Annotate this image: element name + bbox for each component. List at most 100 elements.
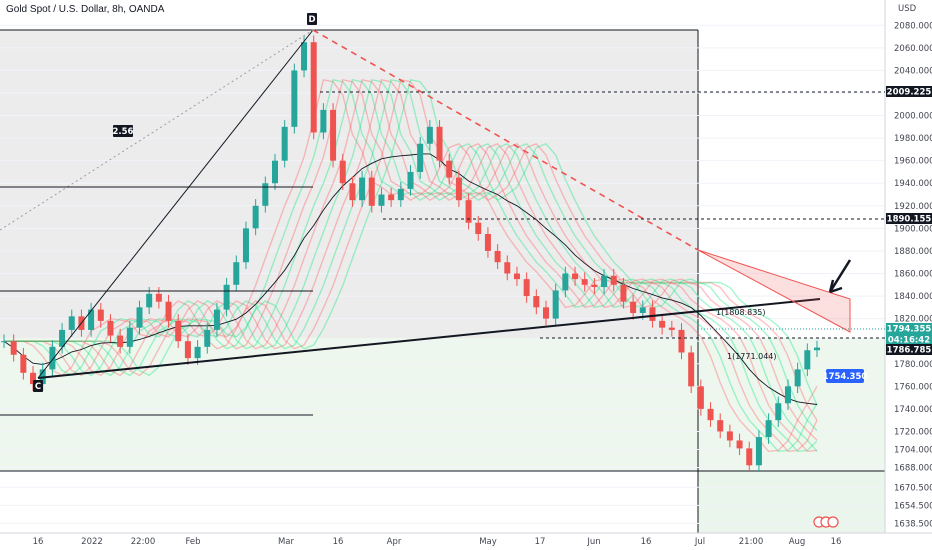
candle-body [755,437,762,466]
candle-body [630,301,637,313]
pivot-d [307,13,317,25]
x-tick-label: 16 [33,537,44,547]
candle-body [814,347,820,351]
y-tick-label: 1940.000 [894,179,932,189]
candle-body [678,329,685,353]
candle-body [475,222,482,235]
candle-body [804,350,811,370]
y-tick-label: 1920.000 [894,202,932,212]
price-tag [886,213,932,224]
candle-body [484,234,491,251]
resistance-dashed-line [312,29,699,251]
candle-body [397,188,404,201]
candle-body [504,262,511,274]
candle-body [697,386,704,409]
price-tag-text: 1754.350 [823,372,868,382]
y-tick-label: 1760.000 [894,382,932,392]
candle-body [639,307,646,313]
candle-body [320,109,327,133]
candle-body [552,290,559,319]
candle-body [572,273,579,280]
candle-body [494,250,501,263]
candle-body [272,160,278,184]
price-tag [826,369,864,383]
x-tick-label: 16 [831,537,842,547]
price-tag [886,86,932,97]
candle-body [513,273,520,280]
price-tag-text: 2009.225 [887,88,932,98]
candle-body [688,352,695,387]
y-tick-label: 2040.000 [894,66,932,76]
y-tick-label: 1780.000 [894,360,932,370]
ratio-label-text: 2.56 [113,127,134,137]
y-tick-label: 2060.000 [894,44,932,54]
candle-body [610,275,617,285]
candle-body [146,293,153,308]
x-tick-label: May [479,537,497,547]
correction-zone [0,30,698,338]
price-tag-text: 1786.785 [887,346,932,356]
candle-body [97,309,104,321]
candle-body [252,205,259,229]
y-tick-label: 1840.000 [894,292,932,302]
candle-body [204,329,211,347]
candle-body [233,262,240,285]
y-tick-label: 2080.000 [894,21,932,31]
candle-body [194,346,201,359]
candle-body [417,143,424,172]
y-tick-label: 1980.000 [894,134,932,144]
candle-body [659,320,666,328]
chart-title: Gold Spot / U.S. Dollar, 8h, OANDA [6,4,165,15]
candle-body [20,354,27,373]
y-tick-label: 1900.000 [894,224,932,234]
candle-body [601,275,608,288]
candle-body [523,279,530,297]
candle-body [668,327,675,330]
candle-body [155,293,162,302]
candle-body [533,296,540,308]
x-tick-label: 17 [535,537,546,547]
ma-ribbon-line [4,78,818,406]
projection-triangle [697,249,851,333]
candle-body [426,126,433,144]
candle-body [581,279,588,285]
y-tick-label: 1740.000 [894,405,932,415]
y-tick-label: 1688.000 [894,464,932,474]
candle-body [107,320,114,336]
candle-body [649,307,656,321]
y-tick-label: 1704.000 [894,446,932,456]
candle-body [446,160,453,178]
y-tick-label: 1960.000 [894,157,932,167]
candle-body [349,183,356,201]
candle-body [301,42,308,71]
candle-body [707,408,714,421]
level-note: 1(1771.044) [727,352,777,361]
y-tick-label: 1720.000 [894,427,932,437]
candle-body [126,327,133,347]
candle-body [591,284,598,288]
y-tick-label: 1654.500 [894,501,932,511]
x-tick-label: Mar [278,537,295,547]
candle-body [784,386,791,404]
target-zone [0,338,885,471]
event-flag-icon[interactable] [827,516,839,528]
candle-body [223,284,230,310]
y-tick-label: 1860.000 [894,270,932,280]
candle-body [10,341,17,355]
candle-body [30,372,37,385]
candle-body [1,341,7,343]
candle-body [291,70,298,127]
pivot-d-text: D [308,15,315,25]
candle-body [117,335,124,347]
y-tick-label: 1638.500 [894,519,932,529]
moving-average-line [3,153,818,405]
candle-body [465,200,472,223]
level-note: 1(1808.835) [716,308,766,317]
x-tick-label: 22:00 [131,537,156,547]
candle-body [562,273,569,291]
x-tick-label: 21:00 [739,537,764,547]
candle-body [794,369,801,387]
price-tag [886,323,932,334]
y-tick-label: 1880.000 [894,247,932,257]
